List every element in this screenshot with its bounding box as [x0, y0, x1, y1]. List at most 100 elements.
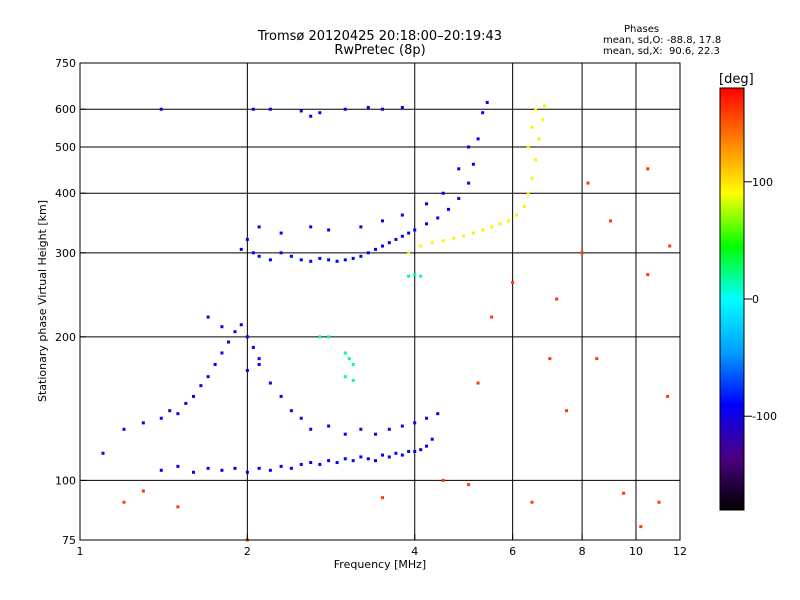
data-point [122, 500, 126, 504]
data-point [141, 489, 145, 493]
data-point [387, 241, 391, 245]
chart-subtitle: RwPretec (8p) [334, 43, 426, 58]
data-point [351, 459, 355, 463]
data-point [168, 409, 172, 413]
data-point [595, 357, 599, 361]
data-point [425, 444, 429, 448]
data-point [359, 427, 363, 431]
data-point [425, 416, 429, 420]
data-point [366, 457, 370, 461]
data-point [245, 335, 249, 339]
data-point [233, 330, 237, 334]
y-tick-label: 400 [55, 187, 76, 200]
data-point [515, 213, 519, 217]
data-point [233, 466, 237, 470]
data-point [467, 145, 471, 149]
data-point [526, 145, 530, 149]
grid-lines [80, 63, 680, 540]
data-point [289, 466, 293, 470]
data-point [327, 258, 331, 262]
y-tick-label: 750 [55, 57, 76, 70]
data-point [251, 345, 255, 349]
data-point [400, 453, 404, 457]
data-point [476, 137, 480, 141]
data-point [511, 280, 515, 284]
data-point [257, 254, 261, 258]
data-point [387, 427, 391, 431]
data-point [309, 461, 313, 465]
data-point [565, 409, 569, 413]
data-point [452, 236, 456, 240]
x-axis-label: Frequency [MHz] [334, 558, 426, 571]
colorbar-tick-label: -100 [752, 410, 777, 423]
y-tick-label: 75 [62, 534, 76, 547]
data-point [309, 259, 313, 263]
x-tick-label: 10 [629, 545, 643, 558]
data-point [481, 111, 485, 115]
chart-title: Tromsø 20120425 20:18:00–20:19:43 [257, 29, 503, 44]
data-point [407, 449, 411, 453]
data-point [467, 181, 471, 185]
data-point [530, 500, 534, 504]
data-point [522, 205, 526, 209]
data-point [176, 505, 180, 509]
data-point [407, 251, 411, 255]
data-point [279, 464, 283, 468]
data-point [413, 449, 417, 453]
data-point [257, 362, 261, 366]
x-tick-label: 6 [509, 545, 516, 558]
data-point [191, 394, 195, 398]
data-point [430, 437, 434, 441]
data-point [407, 274, 411, 278]
data-point [400, 213, 404, 217]
data-point [407, 231, 411, 235]
data-point [141, 421, 145, 425]
data-point [548, 357, 552, 361]
data-point [526, 191, 530, 195]
data-point [299, 258, 303, 262]
data-point [309, 427, 313, 431]
data-point [359, 225, 363, 229]
data-point [457, 196, 461, 200]
data-point [318, 256, 322, 260]
plot-frame [79, 62, 681, 541]
data-point [419, 274, 423, 278]
data-point [327, 228, 331, 232]
data-point [220, 468, 224, 472]
data-point [268, 258, 272, 262]
data-point [467, 483, 471, 487]
data-point [213, 362, 217, 366]
data-point [309, 114, 313, 118]
data-point [446, 207, 450, 211]
data-point [289, 254, 293, 258]
data-point [318, 462, 322, 466]
colorbar [719, 87, 745, 511]
data-point [419, 244, 423, 248]
data-point [351, 256, 355, 260]
phase-stats-heading: Phases [624, 24, 660, 35]
data-point [413, 421, 417, 425]
data-point [245, 368, 249, 372]
data-point [668, 244, 672, 248]
colorbar-tick-label: 0 [752, 293, 759, 306]
data-point [220, 325, 224, 329]
data-point [441, 239, 445, 243]
data-point [239, 323, 243, 327]
data-point [622, 491, 626, 495]
colorbar-ticks: 100 0 -100 [744, 176, 777, 423]
data-point [245, 237, 249, 241]
data-point [251, 251, 255, 255]
data-point [436, 412, 440, 416]
data-point [555, 297, 559, 301]
data-point [425, 222, 429, 226]
x-tick-label: 12 [673, 545, 687, 558]
data-point [400, 106, 404, 110]
data-point [335, 259, 339, 263]
data-point [318, 335, 322, 339]
data-point [176, 412, 180, 416]
data-point [380, 244, 384, 248]
data-point [327, 335, 331, 339]
data-point [343, 351, 347, 355]
data-point [430, 241, 434, 245]
data-point [359, 254, 363, 258]
